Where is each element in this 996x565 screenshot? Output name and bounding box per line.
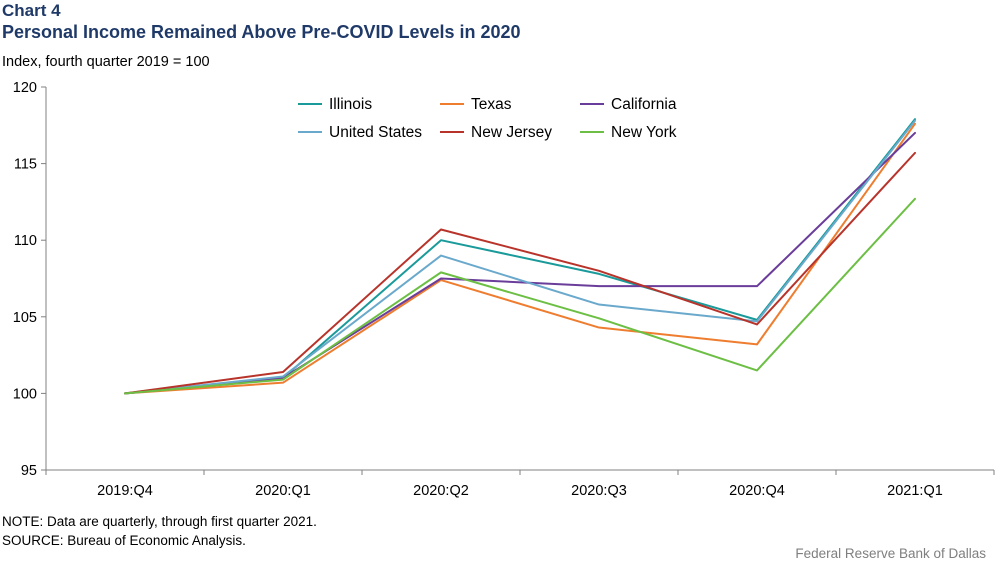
series-line-new-york	[124, 197, 916, 395]
x-tick-label: 2020:Q4	[729, 483, 785, 499]
x-tick-label: 2020:Q2	[413, 483, 469, 499]
x-tick-label: 2020:Q3	[571, 483, 627, 499]
series-line-new-jersey	[124, 151, 916, 395]
x-tick-label: 2019:Q4	[97, 483, 153, 499]
legend-label-united-states: United States	[329, 124, 422, 141]
source-text: SOURCE: Bureau of Economic Analysis.	[2, 533, 246, 548]
x-tick-label: 2021:Q1	[887, 483, 943, 499]
y-tick-label: 110	[14, 233, 37, 249]
line-chart: 95 100 105 110 115 120 2019:Q4 2020:Q1 2020:Q2 20…	[13, 80, 995, 499]
legend-label-texas: Texas	[471, 96, 512, 113]
y-tick-label: 105	[13, 310, 37, 326]
legend-label-new-york: New York	[611, 124, 677, 141]
credit-text: Federal Reserve Bank of Dallas	[795, 546, 986, 561]
series-line-california	[124, 131, 916, 395]
legend-label-new-jersey: New Jersey	[471, 124, 552, 141]
y-tick-label: 95	[21, 463, 37, 479]
x-tick-label: 2020:Q1	[255, 483, 311, 499]
legend-label-illinois: Illinois	[329, 96, 372, 113]
y-tick-label: 100	[13, 386, 37, 402]
legend-label-california: California	[611, 96, 677, 113]
series-line-united-states	[124, 119, 916, 395]
note-text: NOTE: Data are quarterly, through first …	[2, 514, 317, 529]
chart-label: Chart 4	[2, 1, 61, 20]
y-tick-label: 115	[14, 157, 37, 173]
y-tick-label: 120	[13, 80, 37, 96]
chart-title: Personal Income Remained Above Pre-COVID…	[2, 22, 521, 42]
y-axis-unit-label: Index, fourth quarter 2019 = 100	[2, 54, 210, 70]
series-line-illinois	[124, 118, 916, 395]
series-line-texas	[124, 122, 916, 395]
